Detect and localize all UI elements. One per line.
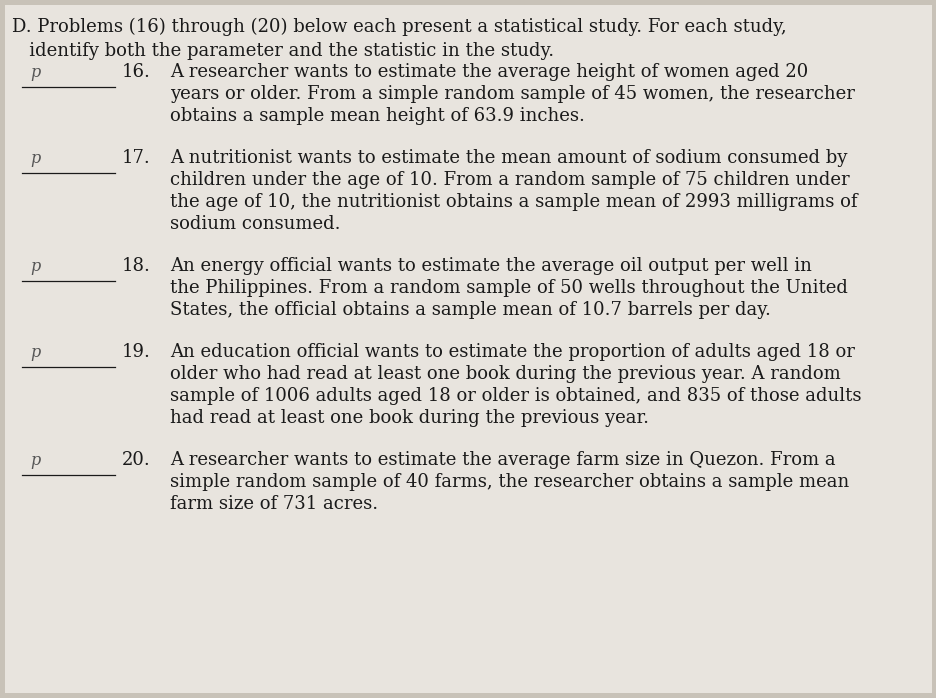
Text: simple random sample of 40 farms, the researcher obtains a sample mean: simple random sample of 40 farms, the re… (169, 473, 848, 491)
Text: p: p (30, 344, 40, 361)
Text: sample of 1006 adults aged 18 or older is obtained, and 835 of those adults: sample of 1006 adults aged 18 or older i… (169, 387, 860, 405)
Text: p: p (30, 258, 40, 275)
Text: farm size of 731 acres.: farm size of 731 acres. (169, 495, 378, 513)
Text: years or older. From a simple random sample of 45 women, the researcher: years or older. From a simple random sam… (169, 85, 854, 103)
Text: p: p (30, 150, 40, 167)
Text: States, the official obtains a sample mean of 10.7 barrels per day.: States, the official obtains a sample me… (169, 301, 770, 319)
Text: obtains a sample mean height of 63.9 inches.: obtains a sample mean height of 63.9 inc… (169, 107, 584, 125)
Text: A nutritionist wants to estimate the mean amount of sodium consumed by: A nutritionist wants to estimate the mea… (169, 149, 846, 167)
Text: had read at least one book during the previous year.: had read at least one book during the pr… (169, 409, 649, 427)
Text: the Philippines. From a random sample of 50 wells throughout the United: the Philippines. From a random sample of… (169, 279, 847, 297)
Text: A researcher wants to estimate the average farm size in Quezon. From a: A researcher wants to estimate the avera… (169, 451, 835, 469)
Text: 16.: 16. (122, 63, 151, 81)
Text: 18.: 18. (122, 257, 151, 275)
Text: D. Problems (16) through (20) below each present a statistical study. For each s: D. Problems (16) through (20) below each… (12, 18, 786, 36)
Text: children under the age of 10. From a random sample of 75 children under: children under the age of 10. From a ran… (169, 171, 849, 189)
Text: An energy official wants to estimate the average oil output per well in: An energy official wants to estimate the… (169, 257, 811, 275)
Text: the age of 10, the nutritionist obtains a sample mean of 2993 milligrams of: the age of 10, the nutritionist obtains … (169, 193, 856, 211)
Text: sodium consumed.: sodium consumed. (169, 215, 340, 233)
Text: An education official wants to estimate the proportion of adults aged 18 or: An education official wants to estimate … (169, 343, 854, 361)
Text: p: p (30, 64, 40, 81)
Text: 20.: 20. (122, 451, 151, 469)
Text: older who had read at least one book during the previous year. A random: older who had read at least one book dur… (169, 365, 840, 383)
Text: 17.: 17. (122, 149, 151, 167)
Text: A researcher wants to estimate the average height of women aged 20: A researcher wants to estimate the avera… (169, 63, 808, 81)
Text: identify both the parameter and the statistic in the study.: identify both the parameter and the stat… (12, 42, 553, 60)
Text: 19.: 19. (122, 343, 151, 361)
FancyBboxPatch shape (5, 5, 931, 693)
Text: p: p (30, 452, 40, 469)
